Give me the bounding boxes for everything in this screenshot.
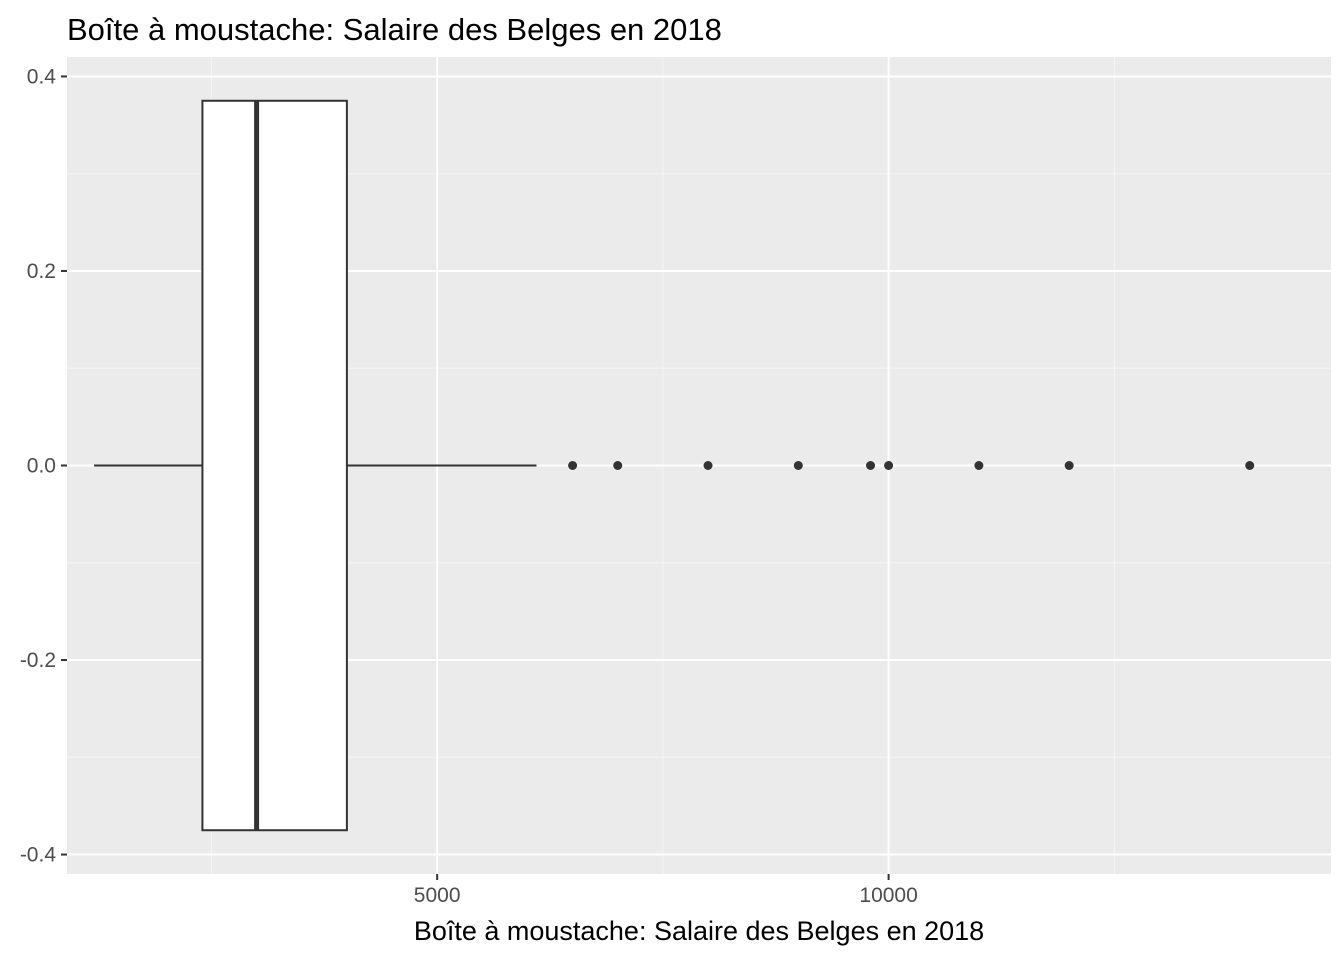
outlier-point: [884, 461, 894, 470]
box-iqr: [201, 99, 348, 832]
outlier-point: [793, 461, 803, 470]
outlier-point: [703, 461, 713, 470]
boxplot-layer: [94, 99, 537, 832]
y-tick-label: 0.4: [27, 65, 57, 88]
y-tick-label: 0.0: [27, 455, 56, 478]
chart-title: Boîte à moustache: Salaire des Belges en…: [67, 12, 722, 47]
outlier-point: [568, 461, 578, 470]
outlier-points: [568, 461, 1255, 470]
y-tick-label: -0.2: [20, 649, 56, 672]
outlier-point: [613, 461, 623, 470]
outlier-point: [974, 461, 984, 470]
y-tick-label: -0.4: [20, 844, 57, 867]
x-tick-label: 10000: [859, 884, 917, 907]
outlier-point: [1064, 461, 1074, 470]
x-axis-title: Boîte à moustache: Salaire des Belges en…: [414, 916, 984, 946]
outlier-point: [866, 461, 876, 470]
x-tick-label: 5000: [414, 884, 461, 907]
tick-labels: 5000 10000 0.4 0.2 0.0 -0.2 -0.4: [20, 65, 918, 907]
axis-ticks: [61, 75, 890, 880]
y-tick-label: 0.2: [27, 260, 56, 283]
outlier-point: [1245, 461, 1255, 470]
